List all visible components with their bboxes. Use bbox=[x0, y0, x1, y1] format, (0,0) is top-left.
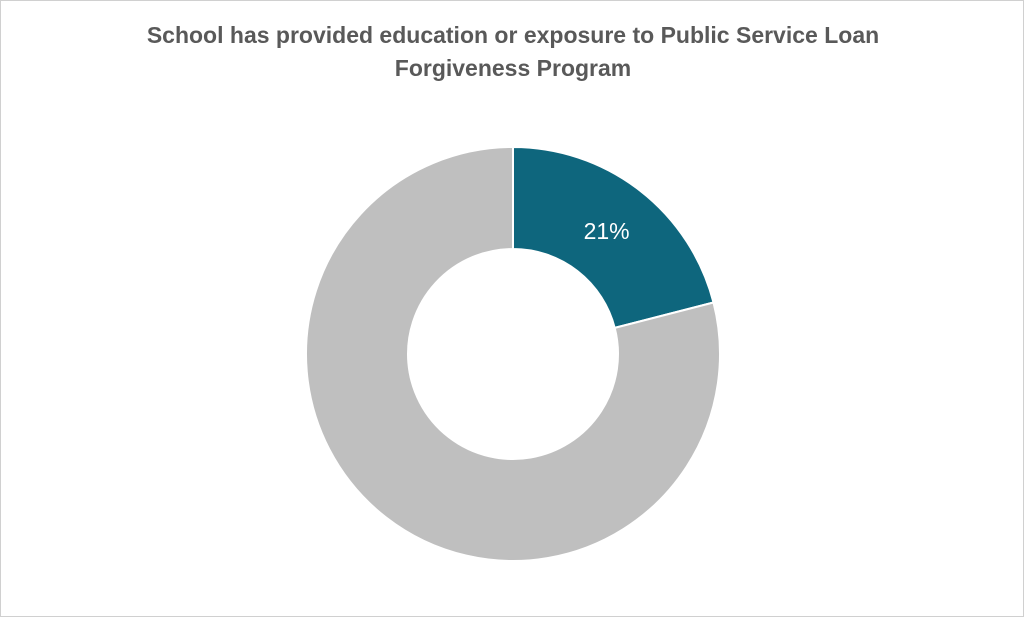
donut-slice bbox=[305, 145, 721, 562]
chart-title: School has provided education or exposur… bbox=[146, 22, 880, 81]
donut-slice bbox=[512, 145, 715, 330]
data-label: 21% bbox=[584, 218, 630, 244]
